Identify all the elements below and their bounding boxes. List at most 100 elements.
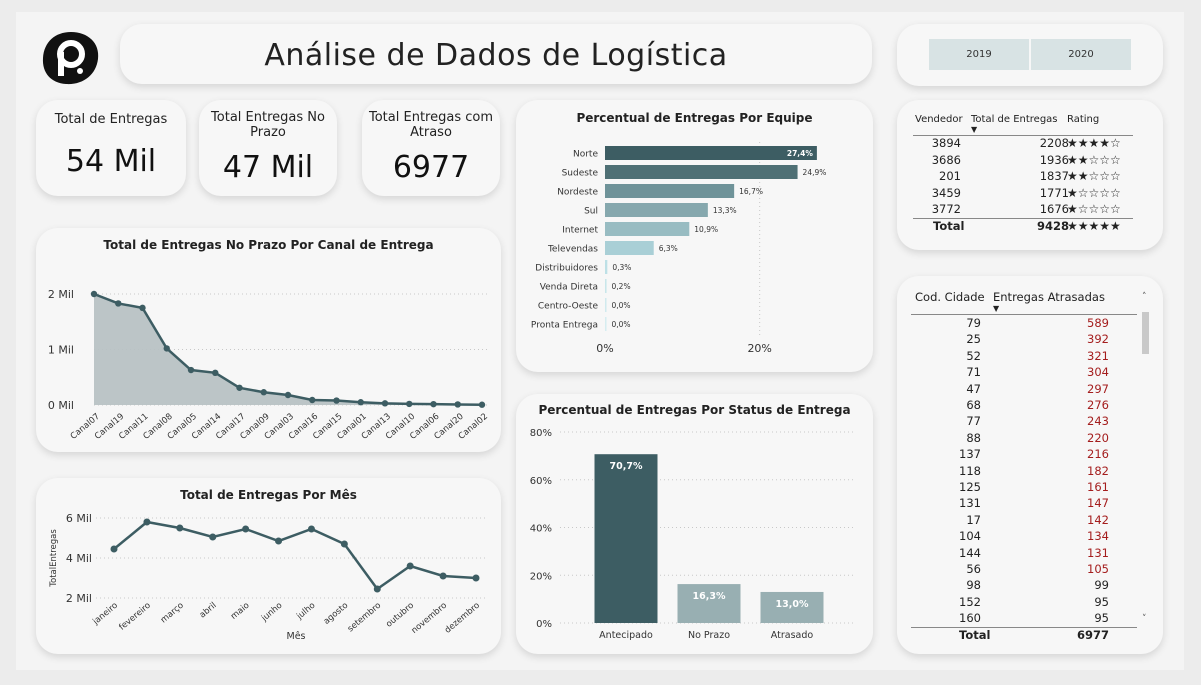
table-row[interactable]: 77 243: [911, 414, 1137, 431]
chart-title: Total de Entregas Por Mês: [180, 488, 357, 502]
table-row[interactable]: 3459 1771 ★☆☆☆☆: [913, 186, 1133, 203]
table-row[interactable]: 160 95: [911, 611, 1137, 628]
entregas-atrasadas-cell: 304: [1087, 365, 1109, 380]
table-row[interactable]: 71 304: [911, 365, 1137, 382]
scroll-down-icon[interactable]: ˅: [1142, 614, 1147, 624]
x-tick-label: 0%: [596, 342, 613, 355]
vendedor-cell: 3894: [931, 136, 961, 150]
data-point[interactable]: [406, 562, 414, 570]
bar[interactable]: [605, 241, 654, 255]
data-point[interactable]: [340, 540, 348, 548]
header-entregas-atrasadas[interactable]: Entregas Atrasadas: [993, 290, 1105, 304]
data-point[interactable]: [333, 397, 340, 404]
data-point[interactable]: [406, 400, 413, 408]
y-tick-label: 80%: [530, 428, 552, 439]
table-row[interactable]: 56 105: [911, 562, 1137, 579]
data-point[interactable]: [209, 533, 217, 541]
data-point[interactable]: [187, 366, 195, 374]
bar[interactable]: [605, 222, 690, 236]
cod-cidade-cell: 160: [959, 611, 981, 626]
table-row[interactable]: 104 134: [911, 529, 1137, 546]
bar[interactable]: [605, 317, 607, 331]
data-point[interactable]: [478, 401, 486, 408]
data-point[interactable]: [115, 300, 122, 307]
bar[interactable]: [605, 279, 607, 293]
equipe-bar-chart: Norte 27,4% Sudeste 24,9% Nordeste 16,7% Sul 13…: [531, 142, 826, 355]
bar[interactable]: [760, 591, 824, 623]
table-row[interactable]: 144 131: [911, 546, 1137, 563]
data-point[interactable]: [260, 389, 267, 396]
header-cod-cidade[interactable]: Cod. Cidade: [915, 290, 985, 304]
sort-desc-icon[interactable]: ▼: [993, 304, 1000, 313]
table-row[interactable]: 25 392: [911, 332, 1137, 349]
data-point[interactable]: [139, 304, 146, 312]
data-point[interactable]: [309, 396, 316, 404]
bar[interactable]: [677, 584, 741, 623]
data-point[interactable]: [381, 400, 389, 407]
table-row[interactable]: 201 1837 ★★☆☆☆: [913, 169, 1133, 186]
kpi-label: Total de Entregas: [54, 112, 168, 127]
header-divider: [911, 314, 1137, 315]
chart-title: Percentual de Entregas Por Status de Ent…: [538, 403, 851, 417]
data-point[interactable]: [143, 518, 151, 526]
table-row[interactable]: 17 142: [911, 513, 1137, 530]
data-point[interactable]: [275, 537, 283, 545]
data-point[interactable]: [242, 525, 250, 533]
data-point[interactable]: [110, 545, 118, 553]
bar[interactable]: [605, 203, 708, 217]
data-point[interactable]: [212, 369, 219, 377]
cidade-table-scrollbar[interactable]: ˄ ˅: [1141, 292, 1150, 630]
entregas-atrasadas-cell: 95: [1094, 594, 1109, 609]
table-row[interactable]: 118 182: [911, 464, 1137, 481]
entregas-atrasadas-cell: 134: [1087, 529, 1109, 544]
data-point[interactable]: [439, 572, 447, 580]
year-button-2020[interactable]: 2020: [1031, 39, 1131, 70]
bar[interactable]: [605, 298, 607, 312]
y-tick-label: 4 Mil: [66, 552, 92, 565]
data-point[interactable]: [373, 585, 381, 593]
sort-desc-icon[interactable]: ▼: [971, 125, 978, 134]
data-point[interactable]: [307, 525, 315, 533]
data-point[interactable]: [472, 574, 480, 582]
bar[interactable]: [605, 184, 735, 198]
table-row[interactable]: 98 99: [911, 578, 1137, 595]
bar[interactable]: [605, 260, 608, 274]
y-tick-label: 20%: [530, 571, 552, 582]
scroll-thumb[interactable]: [1142, 312, 1149, 354]
data-point[interactable]: [163, 345, 170, 352]
data-point[interactable]: [90, 290, 98, 298]
table-row[interactable]: 137 216: [911, 447, 1137, 464]
bar[interactable]: [605, 146, 817, 160]
scroll-up-icon[interactable]: ˄: [1142, 292, 1147, 302]
data-point[interactable]: [236, 384, 243, 391]
table-row[interactable]: 125 161: [911, 480, 1137, 497]
table-row[interactable]: 47 297: [911, 382, 1137, 399]
table-row[interactable]: 152 95: [911, 595, 1137, 612]
bar[interactable]: [594, 454, 658, 623]
table-row[interactable]: 3772 1676 ★☆☆☆☆: [913, 202, 1133, 219]
table-row[interactable]: 3894 2208 ★★★★☆: [913, 136, 1133, 153]
chart-title: Percentual de Entregas Por Equipe: [576, 111, 813, 125]
data-point[interactable]: [176, 524, 184, 532]
table-row[interactable]: 3686 1936 ★★☆☆☆: [913, 153, 1133, 170]
cidade-table-card: Cod. Cidade Entregas Atrasadas ▼ 79 589 25…: [897, 276, 1163, 654]
total-row: Total 6977: [911, 628, 1137, 645]
table-row[interactable]: 79 589: [911, 316, 1137, 333]
x-tick-label: janeiro: [90, 601, 119, 628]
table-row[interactable]: 52 321: [911, 349, 1137, 366]
entregas-atrasadas-cell: 276: [1087, 398, 1109, 412]
bar[interactable]: [605, 165, 798, 179]
data-point[interactable]: [430, 400, 437, 408]
year-button-2019[interactable]: 2019: [929, 39, 1029, 70]
header-rating[interactable]: Rating: [1067, 114, 1100, 125]
header-total-entregas[interactable]: Total de Entregas: [971, 114, 1058, 125]
table-row[interactable]: 68 276: [911, 398, 1137, 415]
header-vendedor[interactable]: Vendedor: [915, 114, 963, 125]
data-point[interactable]: [284, 391, 292, 399]
table-row[interactable]: 88 220: [911, 431, 1137, 448]
table-row[interactable]: 131 147: [911, 496, 1137, 513]
cod-cidade-cell: 68: [966, 398, 981, 412]
data-point[interactable]: [454, 401, 461, 408]
data-point[interactable]: [357, 399, 364, 406]
cod-cidade-cell: 79: [966, 316, 981, 330]
